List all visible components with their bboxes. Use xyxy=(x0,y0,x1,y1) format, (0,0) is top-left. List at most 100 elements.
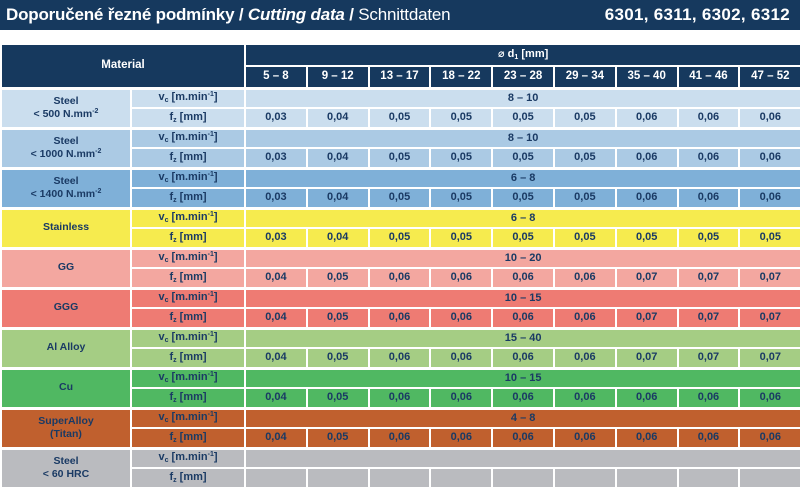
fz-value: 0,06 xyxy=(676,107,741,129)
fz-parameter-label: fz [mm] xyxy=(130,107,246,129)
vc-range-value: 8 – 10 xyxy=(243,86,800,109)
fz-value: 0,06 xyxy=(491,387,555,409)
fz-value: 0,06 xyxy=(552,267,617,289)
fz-value: 0,06 xyxy=(491,347,555,369)
fz-value: 0,05 xyxy=(429,227,494,249)
fz-value: 0,07 xyxy=(738,307,800,329)
fz-value: 0,06 xyxy=(676,387,741,409)
fz-value: 0,06 xyxy=(738,147,800,169)
fz-value xyxy=(676,467,741,487)
material-vc-row: GGG vc [m.min-1] 10 – 15 xyxy=(0,286,800,329)
fz-value: 0,06 xyxy=(676,147,741,169)
fz-value: 0,05 xyxy=(367,187,432,209)
material-name: Steel < 1000 N.mm-2 xyxy=(0,126,132,169)
material-name-line: GGG xyxy=(53,301,79,314)
diameter-range-header: 13 – 17 xyxy=(367,65,432,89)
fz-value: 0,05 xyxy=(614,227,679,249)
fz-value xyxy=(305,467,370,487)
material-fz-row: fz [mm] 0,04 0,05 0,06 0,06 0,06 0,06 0,06 0,06 0… xyxy=(1,427,800,449)
fz-value: 0,07 xyxy=(614,347,679,369)
fz-value: 0,07 xyxy=(738,267,800,289)
title-czech: Doporučené řezné podmínky xyxy=(6,5,235,24)
fz-value: 0,04 xyxy=(244,387,308,409)
fz-parameter-label: fz [mm] xyxy=(130,307,246,329)
fz-value: 0,05 xyxy=(552,187,617,209)
material-fz-row: fz [mm] 0,03 0,04 0,05 0,05 0,05 0,05 0,06 0,06 0… xyxy=(1,107,800,129)
material-name: SuperAlloy (Titan) xyxy=(0,406,132,449)
material-name-line: Stainless xyxy=(42,221,90,234)
vc-range-value: 10 – 15 xyxy=(243,366,800,389)
fz-value: 0,06 xyxy=(676,187,741,209)
material-fz-row: fz [mm] 0,04 0,05 0,06 0,06 0,06 0,06 0,07 0,07 0… xyxy=(1,307,800,329)
fz-value: 0,06 xyxy=(367,347,432,369)
diameter-range-header: 5 – 8 xyxy=(244,65,308,89)
fz-value: 0,06 xyxy=(429,267,494,289)
diameter-range-header: 18 – 22 xyxy=(429,65,494,89)
vc-range-value: 6 – 8 xyxy=(243,166,800,189)
vc-range-value: 6 – 8 xyxy=(243,206,800,229)
fz-value: 0,04 xyxy=(305,107,370,129)
fz-value: 0,05 xyxy=(676,227,741,249)
diameter-range-header: 23 – 28 xyxy=(491,65,555,89)
fz-value: 0,04 xyxy=(244,427,308,449)
fz-value: 0,05 xyxy=(491,107,555,129)
vc-parameter-label: vc [m.min-1] xyxy=(130,126,246,149)
material-name-line: Steel xyxy=(53,94,79,107)
material-name: Stainless xyxy=(0,206,132,249)
page-title: Doporučené řezné podmínky / Cutting data… xyxy=(6,5,451,25)
fz-value: 0,06 xyxy=(491,267,555,289)
fz-value xyxy=(738,467,800,487)
fz-value: 0,05 xyxy=(552,147,617,169)
fz-parameter-label: fz [mm] xyxy=(130,467,246,487)
fz-value: 0,05 xyxy=(491,187,555,209)
fz-value: 0,06 xyxy=(614,187,679,209)
diameter-range-header: 41 – 46 xyxy=(676,65,741,89)
fz-value: 0,04 xyxy=(244,267,308,289)
fz-value: 0,05 xyxy=(367,227,432,249)
fz-value: 0,06 xyxy=(491,307,555,329)
fz-value: 0,06 xyxy=(429,427,494,449)
material-name-line: Al Alloy xyxy=(46,341,86,354)
cutting-data-body: Steel < 500 N.mm-2 vc [m.min-1] 8 – 10 fz [m… xyxy=(0,86,800,487)
material-vc-row: Cu vc [m.min-1] 10 – 15 xyxy=(0,366,800,409)
fz-value: 0,05 xyxy=(429,187,494,209)
fz-parameter-label: fz [mm] xyxy=(130,267,246,289)
fz-value: 0,04 xyxy=(305,227,370,249)
diameter-header: ⌀ d1 [mm] xyxy=(243,43,800,67)
fz-value: 0,06 xyxy=(552,427,617,449)
fz-value: 0,05 xyxy=(305,427,370,449)
diameter-header-prefix: ⌀ d xyxy=(498,47,515,60)
fz-value: 0,06 xyxy=(614,387,679,409)
material-vc-row: Al Alloy vc [m.min-1] 15 – 40 xyxy=(0,326,800,369)
fz-value: 0,06 xyxy=(738,187,800,209)
fz-value: 0,03 xyxy=(244,227,308,249)
fz-value: 0,05 xyxy=(552,107,617,129)
material-name-line: < 500 N.mm-2 xyxy=(33,108,99,120)
material-vc-row: Steel < 60 HRC vc [m.min-1] xyxy=(0,446,800,487)
fz-value: 0,07 xyxy=(614,267,679,289)
vc-range-value: 4 – 8 xyxy=(243,406,800,429)
vc-range-value xyxy=(243,446,800,469)
fz-value: 0,03 xyxy=(244,147,308,169)
material-fz-row: fz [mm] 0,04 0,05 0,06 0,06 0,06 0,06 0,07 0,07 0… xyxy=(1,267,800,289)
fz-parameter-label: fz [mm] xyxy=(130,227,246,249)
fz-value: 0,05 xyxy=(305,347,370,369)
vc-range-value: 10 – 15 xyxy=(243,286,800,309)
fz-value: 0,06 xyxy=(552,307,617,329)
material-name: Al Alloy xyxy=(0,326,132,369)
vc-range-value: 8 – 10 xyxy=(243,126,800,149)
fz-parameter-label: fz [mm] xyxy=(130,147,246,169)
title-english: Cutting data xyxy=(247,5,345,24)
fz-value: 0,07 xyxy=(738,347,800,369)
material-fz-row: fz [mm] 0,03 0,04 0,05 0,05 0,05 0,05 0,06 0,06 0… xyxy=(1,147,800,169)
material-vc-row: Stainless vc [m.min-1] 6 – 8 xyxy=(0,206,800,249)
fz-value: 0,06 xyxy=(367,307,432,329)
material-name-line: < 1000 N.mm-2 xyxy=(30,148,102,160)
material-fz-row: fz [mm] 0,04 0,05 0,06 0,06 0,06 0,06 0,06 0,06 0… xyxy=(1,387,800,409)
product-codes: 6301, 6311, 6302, 6312 xyxy=(604,5,790,24)
material-name: GG xyxy=(0,246,132,289)
fz-value: 0,07 xyxy=(676,267,741,289)
fz-value xyxy=(552,467,617,487)
